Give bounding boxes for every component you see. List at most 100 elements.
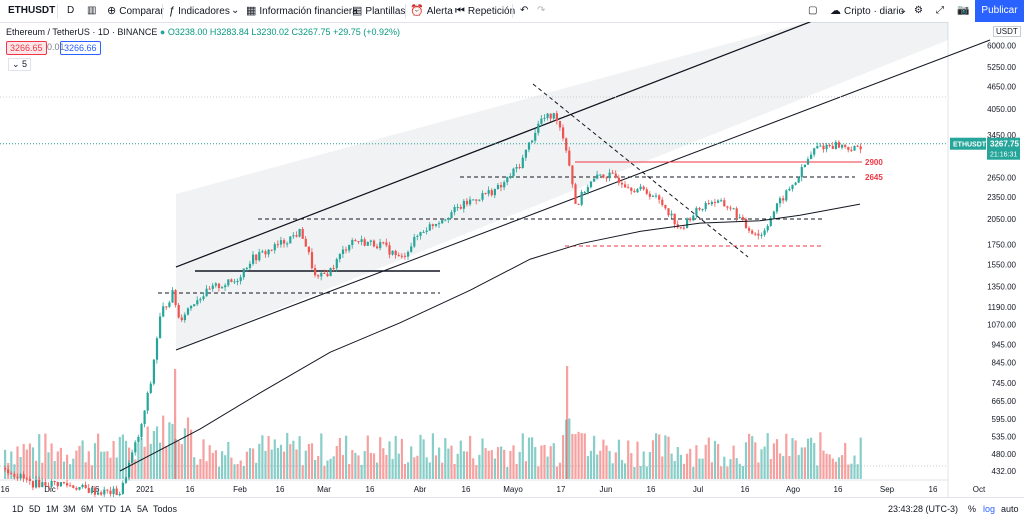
volume-bar	[844, 442, 847, 479]
price-chart[interactable]: 6000.00 5250.00 4650.00 4050.00 3450.00 2650.…	[0, 22, 1024, 497]
redo-icon[interactable]: ↷	[537, 5, 546, 16]
volume-bar	[611, 463, 614, 479]
volume-bar	[162, 415, 165, 479]
range-5d[interactable]: 5D	[29, 504, 41, 514]
candle-body	[345, 249, 348, 251]
volume-bar	[692, 466, 695, 479]
candle-body	[118, 493, 121, 496]
candle-body	[636, 189, 639, 193]
price-tick-label: 1190.00	[988, 303, 1017, 312]
legend-ohlc: O3238.00 H3283.84 L3230.02 C3267.75 +29.…	[167, 27, 401, 37]
volume-bar	[785, 433, 788, 479]
financials-button[interactable]: ▦ Información financiera	[246, 0, 358, 22]
countdown-label: 21:16:31	[990, 152, 1017, 159]
candle-body	[450, 212, 453, 218]
candle-body	[75, 487, 78, 490]
currency-unit[interactable]: USDT	[993, 26, 1021, 37]
candle-style-icon[interactable]: ▥	[87, 5, 97, 16]
volume-bar	[307, 443, 310, 479]
compare-button[interactable]: ⊕ Comparar	[107, 0, 164, 22]
time-tick-label: Oct	[973, 485, 986, 494]
candle-body	[258, 252, 261, 261]
volume-bar	[726, 466, 729, 479]
volume-bar	[363, 451, 366, 479]
camera-icon[interactable]: 📷	[957, 5, 970, 16]
candle-body	[264, 251, 267, 255]
volume-bar	[124, 440, 128, 479]
volume-bar	[806, 438, 810, 479]
volume-bar	[35, 460, 38, 479]
time-tick-label: Jul	[693, 485, 703, 494]
replay-button[interactable]: ⏮ Repetición	[455, 0, 515, 22]
volume-bar	[252, 448, 255, 479]
volume-bar	[797, 454, 800, 479]
volume-bar	[819, 432, 822, 479]
candle-body	[366, 241, 369, 246]
range-ytd[interactable]: YTD	[98, 504, 116, 514]
publish-button[interactable]: Publicar	[975, 0, 1024, 22]
volume-bar	[549, 446, 552, 479]
range-6m[interactable]: 6M	[81, 504, 94, 514]
candle-body	[735, 208, 738, 218]
candle-body	[785, 190, 788, 201]
range-5a[interactable]: 5A	[137, 504, 149, 514]
legend-collapse[interactable]: ⌄ 5	[8, 58, 32, 71]
candle-body	[168, 302, 171, 307]
chart-type-button[interactable]: ☁ Cripto · diario	[830, 0, 904, 22]
volume-bar	[385, 454, 388, 479]
volume-bar	[112, 440, 115, 479]
range-1m[interactable]: 1M	[46, 504, 59, 514]
candle-body	[574, 184, 577, 204]
price-axis[interactable]	[948, 22, 1024, 497]
candle-body	[273, 244, 276, 251]
volume-bar	[834, 461, 837, 479]
volume-bar	[196, 464, 199, 479]
indicators-button[interactable]: ƒ Indicadores	[169, 0, 230, 22]
candle-body	[577, 203, 580, 205]
buy-price[interactable]: 3266.66	[60, 41, 101, 55]
range-1a[interactable]: 1A	[120, 504, 132, 514]
interval-button[interactable]: D	[67, 5, 75, 16]
indicators-dropdown[interactable]: ⌄	[231, 5, 240, 16]
volume-bar	[217, 466, 221, 479]
clock[interactable]: 23:43:28 (UTC-3)	[888, 504, 959, 514]
volume-bar	[695, 445, 698, 479]
alert-button[interactable]: ⏰ Alerta	[410, 0, 453, 22]
candle-body	[112, 488, 115, 495]
auto-toggle[interactable]: auto	[1001, 504, 1019, 514]
symbol-search[interactable]: ETHUSDT	[8, 5, 56, 16]
rect-icon[interactable]: ▢	[808, 5, 818, 16]
volume-bar	[704, 444, 707, 479]
range-1d[interactable]: 1D	[12, 504, 24, 514]
fullscreen-icon[interactable]: ⤢	[936, 5, 944, 16]
undo-icon[interactable]: ↶	[520, 5, 529, 16]
volume-bar	[31, 447, 35, 479]
candle-body	[686, 218, 689, 229]
volume-bar	[775, 439, 779, 479]
volume-bar	[69, 464, 72, 479]
templates-button[interactable]: ▤ Plantillas	[352, 0, 405, 22]
sell-price[interactable]: 3266.65	[6, 41, 47, 55]
volume-bar	[410, 446, 413, 479]
candle-body	[314, 268, 317, 276]
price-tick-label: 5250.00	[987, 63, 1016, 72]
volume-bar	[748, 433, 751, 479]
volume-bar	[273, 439, 276, 479]
percent-toggle[interactable]: %	[968, 504, 977, 514]
volume-bar	[524, 461, 527, 479]
candle-body	[292, 235, 295, 237]
candle-body	[515, 166, 518, 169]
last-price-tag	[987, 137, 1020, 160]
candle-body	[177, 304, 180, 318]
volume-bar	[732, 445, 735, 479]
range-todos[interactable]: Todos	[153, 504, 178, 514]
candle-body	[326, 273, 329, 277]
candle-body	[689, 218, 692, 221]
volume-bar	[760, 449, 763, 479]
candle-body	[791, 184, 794, 190]
chart-type-dropdown[interactable]: ⌄	[899, 5, 908, 16]
gear-icon[interactable]: ⚙	[914, 5, 923, 16]
volume-bar	[586, 456, 589, 479]
log-toggle[interactable]: log	[983, 504, 996, 514]
range-3m[interactable]: 3M	[63, 504, 76, 514]
